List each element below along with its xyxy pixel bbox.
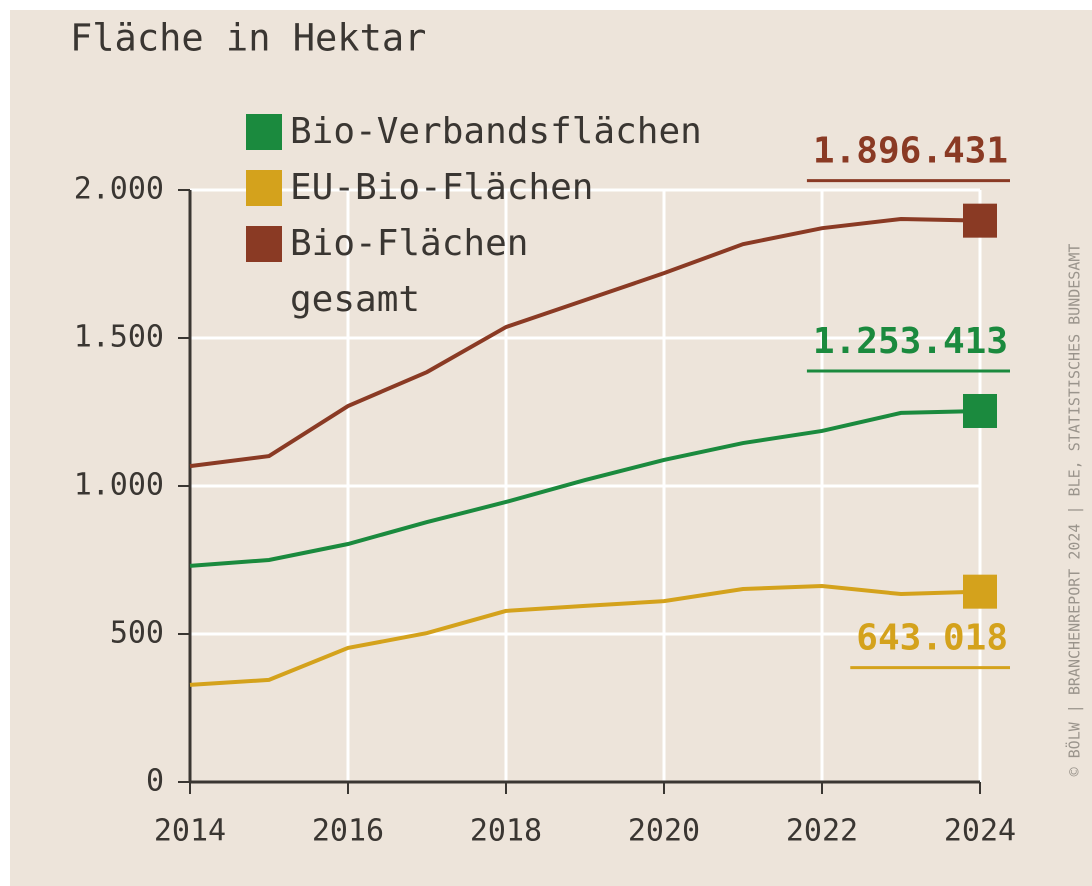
x-tick-label: 2018 xyxy=(470,814,542,849)
y-tick-label: 500 xyxy=(110,616,164,651)
x-tick-label: 2022 xyxy=(786,814,858,849)
y-tick-label: 1.500 xyxy=(74,320,164,355)
series-line xyxy=(189,584,981,687)
series-line xyxy=(189,217,981,469)
legend-label: Bio-Flächen gesamt xyxy=(290,223,529,320)
legend-swatch xyxy=(246,226,282,262)
y-tick-label: 1.000 xyxy=(74,468,164,503)
legend-label: Bio-Verbandsflächen xyxy=(290,111,702,152)
value-label: 1.253.413 xyxy=(813,321,1008,362)
value-label: 643.018 xyxy=(856,618,1008,659)
legend-label: EU-Bio-Flächen xyxy=(290,167,594,208)
end-marker xyxy=(963,393,997,428)
chart-title: Fläche in Hektar xyxy=(70,17,426,60)
x-tick-label: 2014 xyxy=(154,814,226,849)
value-label: 1.896.431 xyxy=(813,131,1008,172)
legend-item: EU-Bio-Flächen xyxy=(246,160,702,216)
end-marker xyxy=(963,203,997,238)
end-marker xyxy=(963,574,997,609)
y-tick-label: 0 xyxy=(146,764,164,799)
legend: Bio-Verbandsflächen EU-Bio-Flächen Bio-Flä… xyxy=(246,104,702,328)
legend-swatch xyxy=(246,114,282,150)
x-tick-label: 2016 xyxy=(312,814,384,849)
y-tick-label: 2.000 xyxy=(74,172,164,207)
source: © BÖLW | BRANCHENREPORT 2024 | BLE, STAT… xyxy=(1065,244,1084,777)
x-tick-label: 2020 xyxy=(628,814,700,849)
legend-swatch xyxy=(246,170,282,206)
legend-item: Bio-Verbandsflächen xyxy=(246,104,702,160)
series-line xyxy=(189,408,981,568)
x-tick-label: 2024 xyxy=(944,814,1016,849)
legend-item: Bio-Flächen gesamt xyxy=(246,216,702,328)
